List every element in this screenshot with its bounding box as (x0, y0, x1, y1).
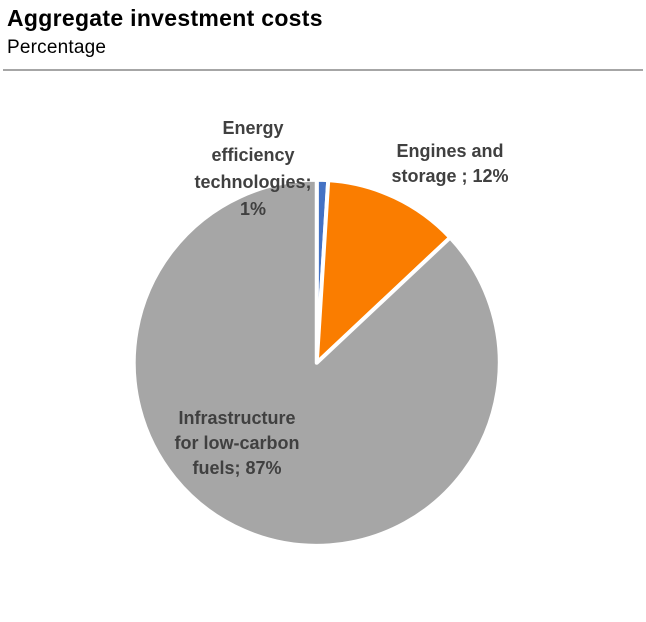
slice-label-infrastructure-low-carbon-fuels: Infrastructure for low-carbon fuels; 87% (174, 408, 300, 478)
pie-slice-1 (314, 178, 453, 365)
page-subtitle: Percentage (7, 37, 107, 58)
slice-label-energy-efficiency-technologies: Energy efficiency technologies; 1% (194, 118, 312, 219)
header-divider (3, 69, 643, 71)
pie-slice-2 (131, 177, 502, 548)
pie-chart-area: Energy efficiency technologies; 1% Engin… (0, 72, 646, 622)
slice-label-engines-and-storage: Engines and storage ; 12% (391, 141, 509, 186)
pie-chart (131, 177, 502, 548)
page-title: Aggregate investment costs (7, 5, 323, 31)
